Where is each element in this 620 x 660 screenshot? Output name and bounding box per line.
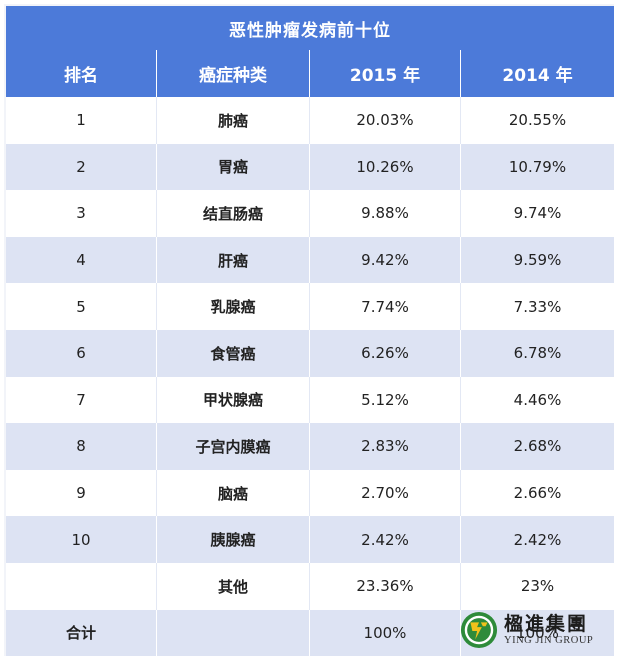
value-2014-cell: 7.33% xyxy=(513,297,562,316)
rank-cell: 6 xyxy=(6,329,157,377)
cancer-type-cell: 结直肠癌 xyxy=(157,190,310,237)
rank-cell: 10 xyxy=(6,516,157,563)
table-row: 7 甲状腺癌 5.12% 4.46% xyxy=(6,376,614,424)
cancer-type-cell: 肺癌 xyxy=(157,97,310,144)
rank-cell: 1 xyxy=(6,97,157,144)
table-row: 5 乳腺癌 7.74% 7.33% xyxy=(6,283,614,330)
value-2014-cell: 2.68% xyxy=(513,437,562,456)
rank-cell: 5 xyxy=(6,283,157,330)
value-2015-cell: 20.03% xyxy=(310,97,461,144)
header-2015: 2015 年 xyxy=(310,50,461,97)
cancer-type-cell xyxy=(157,609,310,657)
table-row: 1 肺癌 20.03% 20.55% xyxy=(6,97,614,144)
rank-cell xyxy=(6,562,157,610)
header-2014: 2014 年 xyxy=(502,66,573,86)
cancer-type-cell: 食管癌 xyxy=(157,329,310,377)
table-row-total: 合计 100% 100% xyxy=(6,609,614,657)
header-rank: 排名 xyxy=(6,50,157,97)
value-2015-cell: 9.42% xyxy=(310,236,461,284)
rank-cell: 9 xyxy=(6,469,157,517)
value-2015-cell: 5.12% xyxy=(310,376,461,424)
cancer-type-cell: 肝癌 xyxy=(157,236,310,284)
value-2014-cell: 9.59% xyxy=(513,251,562,270)
rank-cell: 7 xyxy=(6,376,157,424)
table-header-row: 排名 癌症种类 2015 年 2014 年 xyxy=(6,50,614,97)
rank-cell: 4 xyxy=(6,236,157,284)
cancer-type-cell: 其他 xyxy=(157,562,310,610)
table-row: 2 胃癌 10.26% 10.79% xyxy=(6,143,614,191)
value-2014-cell: 4.46% xyxy=(513,390,562,409)
rank-cell: 2 xyxy=(6,143,157,191)
cancer-type-cell: 脑癌 xyxy=(157,469,310,517)
value-2014-cell: 20.55% xyxy=(508,111,567,130)
value-2015-cell: 23.36% xyxy=(310,562,461,610)
value-2015-cell: 2.70% xyxy=(310,469,461,517)
cancer-type-cell: 甲状腺癌 xyxy=(157,376,310,424)
value-2014-cell: 2.42% xyxy=(513,530,562,549)
value-2015-cell: 7.74% xyxy=(310,283,461,330)
total-label-cell: 合计 xyxy=(6,609,157,657)
value-2015-cell: 100% xyxy=(310,609,461,657)
cancer-type-cell: 胃癌 xyxy=(157,143,310,191)
value-2014-cell: 2.66% xyxy=(513,484,562,503)
value-2015-cell: 6.26% xyxy=(310,329,461,377)
cancer-type-cell: 子宫内膜癌 xyxy=(157,423,310,470)
value-2015-cell: 2.42% xyxy=(310,516,461,563)
value-2014-cell: 23% xyxy=(520,577,555,596)
value-2015-cell: 9.88% xyxy=(310,190,461,237)
cancer-type-cell: 胰腺癌 xyxy=(157,516,310,563)
table-row: 9 脑癌 2.70% 2.66% xyxy=(6,469,614,517)
table-row: 4 肝癌 9.42% 9.59% xyxy=(6,236,614,284)
header-cancer-type: 癌症种类 xyxy=(157,50,310,97)
value-2015-cell: 2.83% xyxy=(310,423,461,470)
value-2015-cell: 10.26% xyxy=(310,143,461,191)
table-row: 3 结直肠癌 9.88% 9.74% xyxy=(6,190,614,237)
table-title: 恶性肿瘤发病前十位 xyxy=(6,6,614,50)
value-2014-cell: 9.74% xyxy=(513,204,562,223)
table-row: 8 子宫内膜癌 2.83% 2.68% xyxy=(6,423,614,470)
table-row: 6 食管癌 6.26% 6.78% xyxy=(6,329,614,377)
cancer-incidence-table: 排名 癌症种类 2015 年 2014 年 1 肺癌 20.03% 20.55%… xyxy=(6,50,614,657)
value-2014-cell: 6.78% xyxy=(513,344,562,363)
cancer-type-cell: 乳腺癌 xyxy=(157,283,310,330)
rank-cell: 8 xyxy=(6,423,157,470)
table-row-other: 其他 23.36% 23% xyxy=(6,562,614,610)
value-2014-cell: 10.79% xyxy=(508,157,567,176)
table-row: 10 胰腺癌 2.42% 2.42% xyxy=(6,516,614,563)
rank-cell: 3 xyxy=(6,190,157,237)
value-2014-cell: 100% xyxy=(516,623,559,642)
